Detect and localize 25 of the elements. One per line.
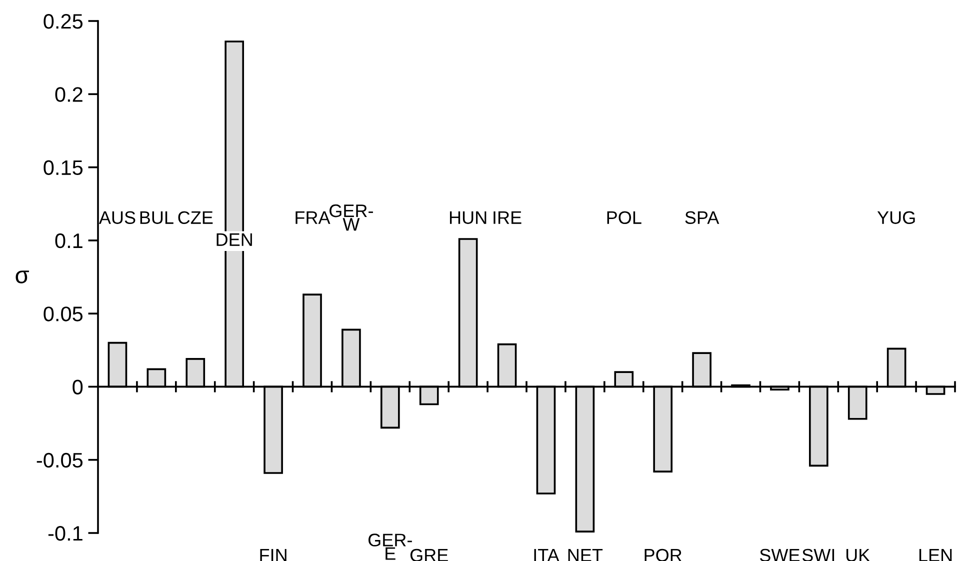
x-tick-label: YUG — [877, 211, 915, 224]
x-tick-label: BUL — [140, 211, 174, 224]
x-tick-label: HUN — [450, 211, 486, 224]
x-tick-label: DEN — [216, 233, 252, 246]
y-tick-label: 0 — [72, 380, 83, 394]
y-tick-label: 0.15 — [44, 160, 83, 176]
x-tick-label: GER-E — [368, 534, 412, 560]
x-tick-label: CZE — [178, 211, 213, 224]
y-tick-label: 0.2 — [55, 87, 82, 102]
y-tick-label: -0.1 — [48, 526, 82, 541]
x-tick-label: LEN — [919, 549, 952, 561]
x-tick-label: FRA — [296, 211, 330, 224]
x-tick-label: SPA — [685, 211, 720, 224]
x-tick-label: GER-W — [330, 204, 373, 231]
x-tick-label: ITA — [534, 549, 560, 561]
x-tick-label: POL — [607, 211, 642, 224]
y-tick-label: -0.05 — [36, 452, 83, 468]
x-tick-label: NET — [568, 549, 603, 561]
x-tick-label: IRE — [494, 211, 522, 224]
y-tick-label: 0.25 — [44, 14, 83, 29]
x-tick-label: FIN — [260, 549, 286, 561]
x-tick-label: AUS — [98, 211, 136, 224]
y-axis-title: σ — [16, 270, 29, 284]
y-tick-label: 0.05 — [44, 306, 83, 322]
y-tick-label: 0.1 — [55, 233, 82, 248]
